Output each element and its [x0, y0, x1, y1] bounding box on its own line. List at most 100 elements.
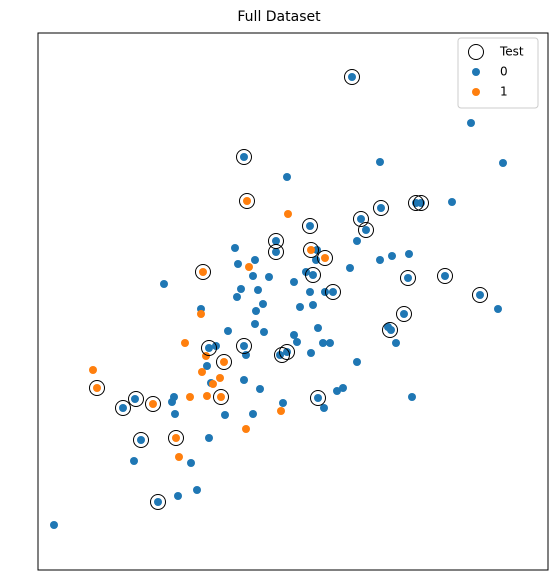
point — [279, 344, 295, 360]
point — [193, 486, 201, 494]
point — [89, 380, 105, 396]
point — [131, 395, 139, 403]
point — [472, 287, 488, 303]
point — [245, 263, 253, 271]
point — [243, 197, 251, 205]
point — [133, 432, 149, 448]
legend-label: 1 — [500, 85, 508, 99]
point — [377, 204, 385, 212]
point — [236, 338, 252, 354]
point — [392, 339, 400, 347]
point — [272, 237, 280, 245]
point — [353, 358, 361, 366]
point — [119, 404, 127, 412]
point — [357, 215, 365, 223]
point — [240, 153, 248, 161]
point — [293, 338, 301, 346]
point — [50, 521, 58, 529]
point — [353, 237, 361, 245]
point — [216, 374, 224, 382]
point — [199, 268, 207, 276]
point — [239, 193, 255, 209]
point — [305, 267, 321, 283]
point — [186, 393, 194, 401]
point — [265, 273, 273, 281]
point — [290, 331, 298, 339]
point — [400, 270, 416, 286]
point — [249, 410, 257, 418]
point — [240, 342, 248, 350]
point — [353, 211, 369, 227]
point — [251, 256, 259, 264]
point — [302, 218, 318, 234]
legend-marker — [468, 44, 484, 60]
point — [240, 376, 248, 384]
point — [172, 434, 180, 442]
point — [319, 339, 327, 347]
point — [198, 368, 206, 376]
point — [494, 305, 502, 313]
point — [321, 254, 329, 262]
point — [231, 244, 239, 252]
point — [499, 159, 507, 167]
point — [413, 195, 429, 211]
point — [168, 430, 184, 446]
point — [313, 246, 321, 254]
point — [233, 293, 241, 301]
point — [137, 436, 145, 444]
point — [307, 246, 315, 254]
point — [268, 233, 284, 249]
point — [171, 410, 179, 418]
point — [344, 69, 360, 85]
point — [175, 453, 183, 461]
point — [358, 222, 374, 238]
point — [268, 244, 284, 260]
point — [448, 198, 456, 206]
chart-title: Full Dataset — [237, 9, 321, 25]
point — [309, 271, 317, 279]
point — [296, 303, 304, 311]
point — [373, 200, 389, 216]
legend-label: Test — [499, 45, 524, 59]
point — [237, 285, 245, 293]
point — [205, 434, 213, 442]
point — [249, 272, 257, 280]
point — [388, 252, 396, 260]
point — [346, 264, 354, 272]
point — [203, 392, 211, 400]
point — [272, 248, 280, 256]
point — [306, 222, 314, 230]
point — [320, 404, 328, 412]
legend-marker — [472, 88, 480, 96]
point — [317, 250, 333, 266]
point — [252, 307, 260, 315]
legend-box — [457, 37, 539, 109]
plot-frame — [37, 32, 549, 571]
point — [154, 498, 162, 506]
point — [362, 226, 370, 234]
point — [224, 327, 232, 335]
point — [221, 411, 229, 419]
point — [382, 322, 398, 338]
point — [290, 278, 298, 286]
point — [405, 250, 413, 258]
point — [376, 158, 384, 166]
point — [348, 73, 356, 81]
point — [236, 149, 252, 165]
point — [303, 242, 319, 258]
point — [256, 385, 264, 393]
point — [216, 354, 232, 370]
point — [89, 366, 97, 374]
point — [197, 310, 205, 318]
legend-label: 0 — [500, 65, 508, 79]
point — [234, 260, 242, 268]
point — [476, 291, 484, 299]
point — [254, 286, 262, 294]
point — [325, 284, 341, 300]
point — [149, 400, 157, 408]
point — [115, 400, 131, 416]
point — [168, 398, 176, 406]
legend: Test 0 1 — [457, 37, 539, 109]
legend-marker — [472, 68, 480, 76]
point — [400, 310, 408, 318]
